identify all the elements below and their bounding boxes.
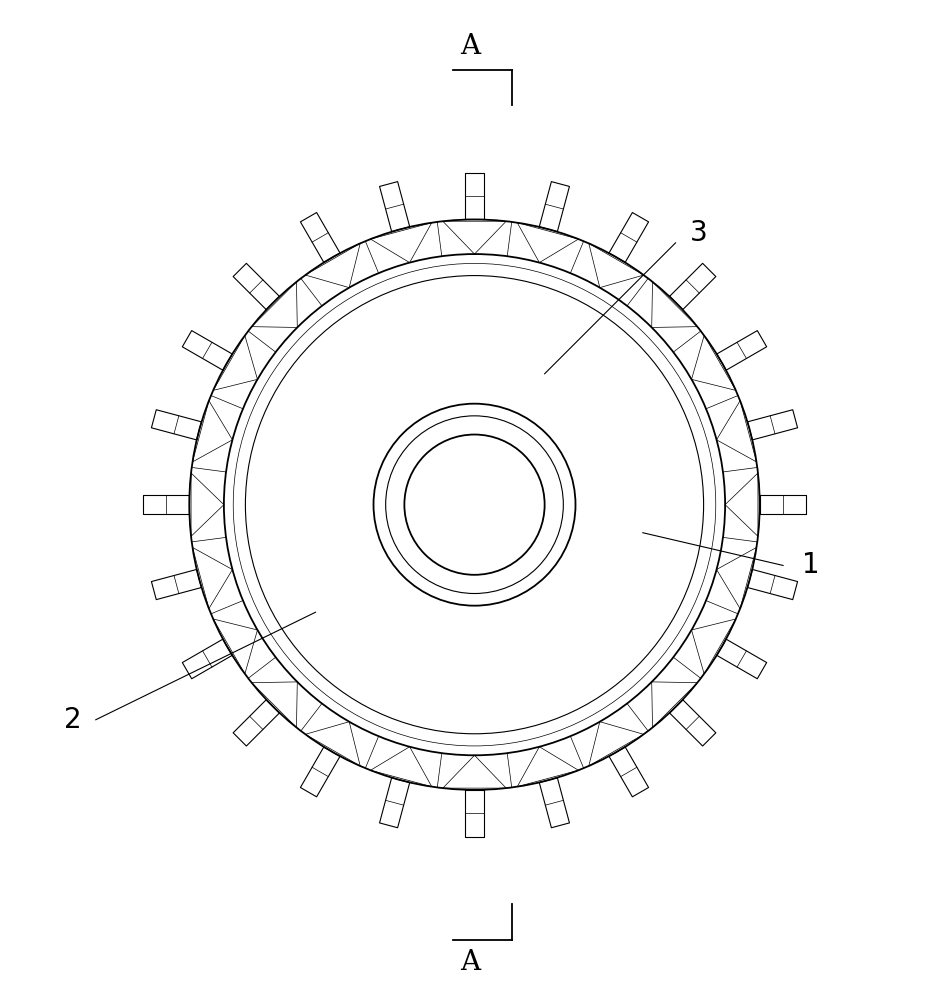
Text: 2: 2 [64, 706, 82, 734]
Text: 1: 1 [802, 551, 820, 579]
Text: 3: 3 [690, 219, 708, 247]
Text: A: A [460, 949, 480, 976]
Text: A: A [460, 33, 480, 60]
